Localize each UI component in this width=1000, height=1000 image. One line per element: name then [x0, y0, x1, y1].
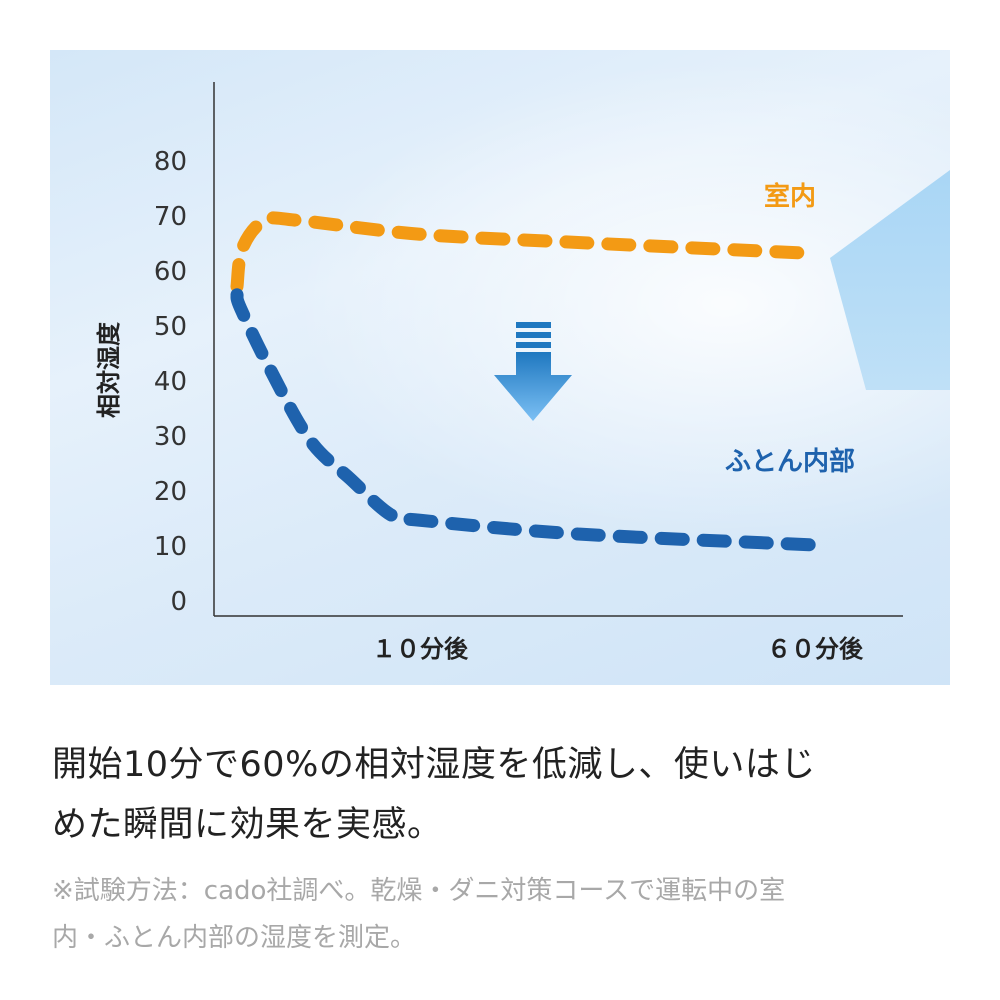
y-axis-label: 相対湿度 [95, 321, 123, 418]
y-tick-label: 30 [154, 422, 187, 452]
down-arrow-icon [494, 352, 572, 421]
x-tick-label: ６０分後 [767, 635, 864, 663]
note-line1: ※試験方法：cado社調べ。乾燥・ダニ対策コースで運転中の室 [52, 876, 786, 906]
headline-line2: めた瞬間に効果を実感。 [52, 805, 443, 845]
series-label: 室内 [764, 181, 816, 212]
y-tick-label: 80 [154, 147, 187, 177]
series-line-room [230, 211, 822, 293]
headline-line1: 開始10分で60%の相対湿度を低減し、使いはじ [52, 745, 816, 785]
y-tick-label: 20 [154, 477, 187, 507]
y-tick-label: 10 [154, 532, 187, 562]
note-line2: 内・ふとん内部の湿度を測定。 [52, 923, 417, 953]
arrow-stripe [516, 342, 551, 348]
y-tick-label: 0 [170, 587, 187, 617]
y-tick-label: 40 [154, 367, 187, 397]
arrow-stripe [516, 332, 551, 338]
y-tick-label: 60 [154, 257, 187, 287]
y-tick-label: 70 [154, 202, 187, 232]
arrow-stripe [516, 322, 551, 328]
x-tick-label: １０分後 [372, 635, 469, 663]
chart-panel [50, 50, 950, 685]
series-line-futon [230, 288, 822, 552]
series-label: ふとん内部 [725, 447, 855, 477]
y-tick-label: 50 [154, 312, 187, 342]
